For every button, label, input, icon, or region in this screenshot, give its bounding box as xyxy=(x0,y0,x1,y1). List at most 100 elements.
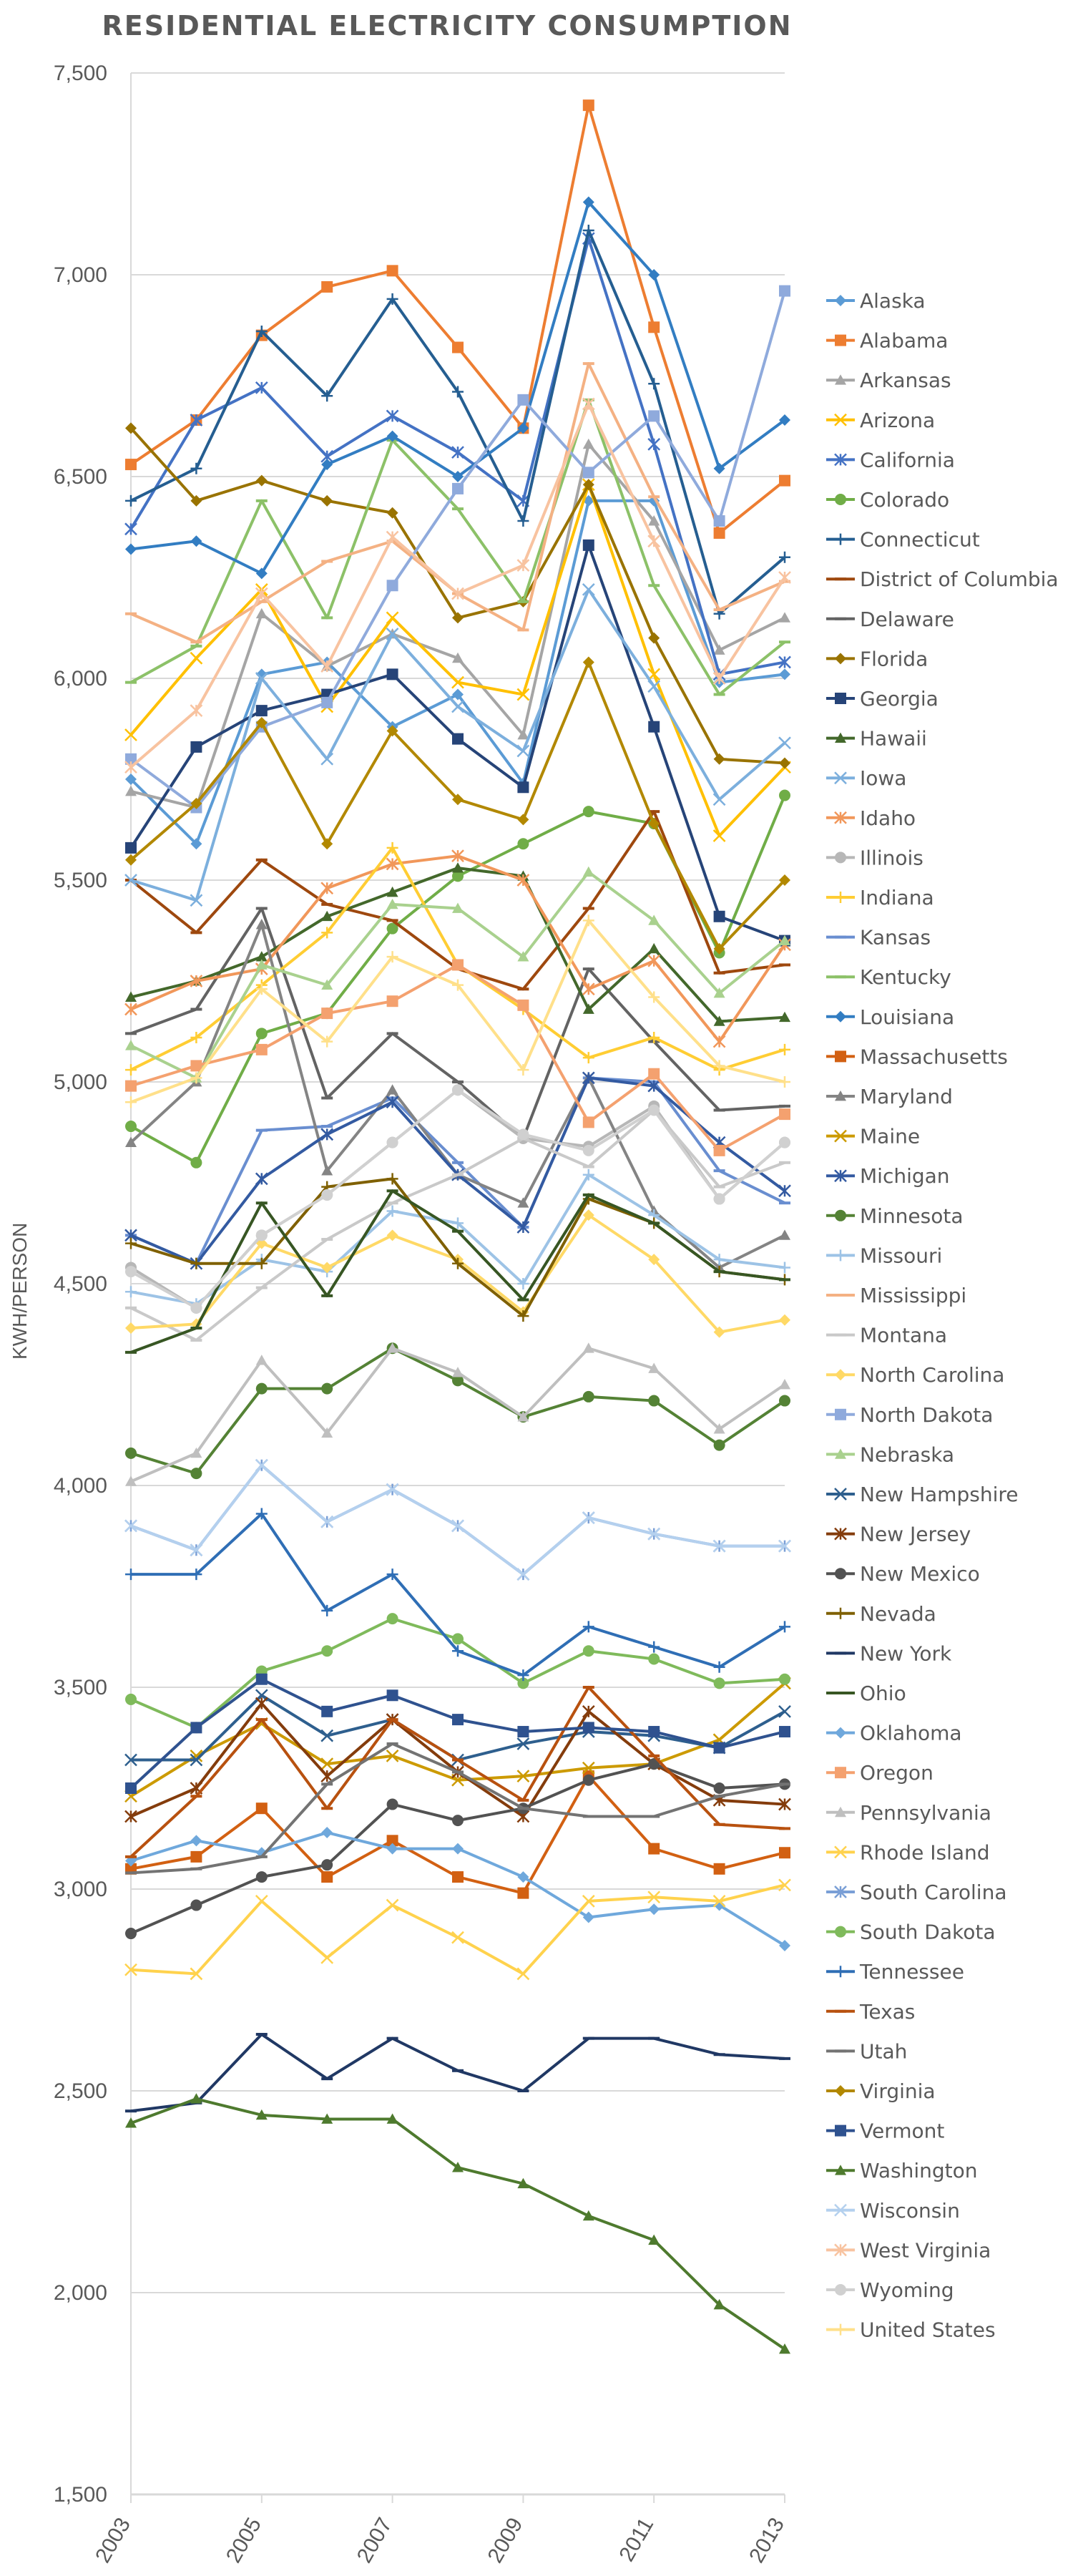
data-point xyxy=(582,914,594,927)
series-massachusetts xyxy=(125,1770,790,1899)
data-point xyxy=(255,325,268,337)
data-point xyxy=(452,1815,464,1827)
data-point xyxy=(517,1278,529,1289)
legend-item-vermont: Vermont xyxy=(826,2119,944,2143)
series-wisconsin xyxy=(124,1458,791,1581)
data-point xyxy=(255,1508,268,1520)
data-point xyxy=(255,381,268,394)
legend-item-arizona: Arizona xyxy=(826,409,935,432)
data-point xyxy=(452,612,464,624)
legend-item-maine: Maine xyxy=(826,1125,920,1148)
data-point xyxy=(452,1871,464,1883)
series-nebraska xyxy=(125,866,790,1083)
data-point xyxy=(386,841,398,854)
data-point xyxy=(647,1527,661,1541)
data-point xyxy=(125,1286,137,1298)
data-point xyxy=(713,644,725,655)
data-point xyxy=(321,696,333,708)
data-point xyxy=(190,462,202,474)
series-ohio xyxy=(125,1189,790,1354)
series-california xyxy=(124,232,791,681)
data-point xyxy=(582,1704,595,1718)
legend-marker xyxy=(835,533,846,545)
y-tick-label: 4,500 xyxy=(54,1272,107,1296)
legend-item-idaho: Idaho xyxy=(826,806,916,830)
legend-item-arkansas: Arkansas xyxy=(826,369,951,392)
data-point xyxy=(125,543,137,555)
data-point xyxy=(255,1028,268,1040)
legend-marker xyxy=(835,1607,846,1619)
legend-label: South Carolina xyxy=(860,1880,1006,1904)
legend-marker xyxy=(835,295,846,306)
legend-marker xyxy=(835,1727,846,1739)
data-point xyxy=(125,1928,137,1940)
data-point xyxy=(516,559,530,572)
data-point xyxy=(779,1229,790,1240)
data-point xyxy=(713,987,725,998)
data-point xyxy=(713,1661,725,1673)
data-point xyxy=(386,898,398,909)
data-point xyxy=(125,774,137,785)
legend-item-colorado: Colorado xyxy=(826,488,949,512)
data-point xyxy=(713,527,725,539)
data-point xyxy=(386,628,399,640)
data-point xyxy=(386,951,398,963)
data-point xyxy=(452,471,464,482)
data-point xyxy=(255,587,268,600)
data-point xyxy=(713,1423,725,1434)
data-point xyxy=(713,1439,725,1451)
data-point xyxy=(582,1116,594,1128)
y-tick-label: 1,500 xyxy=(54,2483,107,2507)
data-point xyxy=(451,1519,464,1533)
data-point xyxy=(648,321,660,333)
data-point xyxy=(516,874,530,887)
data-point xyxy=(452,386,464,398)
legend-label: Virginia xyxy=(860,2079,936,2103)
data-point xyxy=(517,422,529,434)
data-point xyxy=(582,1144,594,1156)
series-montana xyxy=(125,1108,790,1342)
data-point xyxy=(779,1011,790,1023)
legend-label: Maine xyxy=(860,1125,920,1148)
data-point xyxy=(648,1254,660,1266)
legend-item-georgia: Georgia xyxy=(826,687,939,711)
data-point xyxy=(779,551,790,563)
legend-marker xyxy=(835,1966,846,1978)
data-point xyxy=(517,1197,529,1208)
data-point xyxy=(517,1310,529,1322)
data-point xyxy=(386,1898,399,1912)
data-point xyxy=(386,1689,398,1702)
legend-item-rhode-island: Rhode Island xyxy=(826,1840,990,1864)
data-point xyxy=(582,583,595,596)
data-point xyxy=(452,870,464,882)
data-point xyxy=(386,1749,399,1762)
legend-item-alaska: Alaska xyxy=(826,289,926,313)
legend-label: Iowa xyxy=(860,766,906,790)
legend-label: Nevada xyxy=(860,1602,936,1626)
data-point xyxy=(452,794,464,806)
y-tick-label: 7,000 xyxy=(54,263,107,287)
legend-marker xyxy=(835,1408,846,1420)
data-point xyxy=(386,1483,399,1496)
data-point xyxy=(713,753,725,765)
data-point xyxy=(386,1342,398,1353)
data-point xyxy=(713,2298,725,2310)
data-point xyxy=(255,567,268,580)
y-tick-label: 4,000 xyxy=(54,1474,107,1498)
data-point xyxy=(386,886,398,897)
legend-label: Oklahoma xyxy=(860,1722,962,1745)
data-point xyxy=(321,979,333,990)
data-point xyxy=(320,752,334,766)
series-line-new-york xyxy=(130,2033,785,2113)
legend-item-oklahoma: Oklahoma xyxy=(826,1722,962,1745)
data-point xyxy=(648,2234,660,2245)
data-point xyxy=(582,479,594,491)
data-point xyxy=(255,608,268,619)
data-point xyxy=(255,1802,268,1815)
data-point xyxy=(713,1677,725,1689)
data-point xyxy=(255,474,268,487)
data-point xyxy=(647,1890,661,1904)
series-virginia xyxy=(125,656,790,955)
data-point xyxy=(125,1475,137,1486)
data-point xyxy=(582,1342,594,1353)
